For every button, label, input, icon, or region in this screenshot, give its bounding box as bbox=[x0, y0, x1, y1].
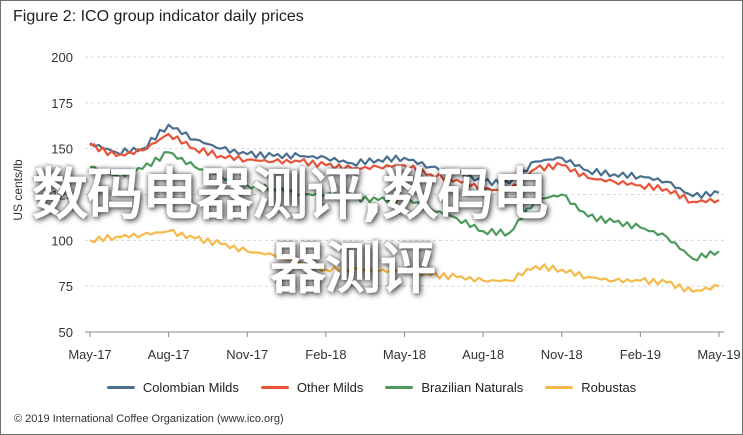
legend-item-robustas: Robustas bbox=[545, 380, 636, 395]
x-tick-label: May-17 bbox=[68, 347, 111, 362]
y-tick-label: 200 bbox=[51, 50, 73, 65]
x-tick-label: Aug-17 bbox=[148, 347, 190, 362]
legend-label: Colombian Milds bbox=[142, 380, 239, 395]
legend-item-other-milds: Other Milds bbox=[260, 380, 364, 395]
series-line-other-milds bbox=[89, 132, 720, 204]
legend-swatch bbox=[260, 386, 289, 389]
legend: Colombian Milds Other Milds Brazilian Natu… bbox=[0, 380, 743, 395]
y-tick-labels: 50 75 100 125 150 175 200 bbox=[51, 50, 73, 340]
legend-label: Other Milds bbox=[296, 380, 364, 395]
y-tick-label: 150 bbox=[51, 142, 73, 157]
y-tick-label: 100 bbox=[51, 233, 73, 248]
x-tick-label: Feb-19 bbox=[620, 347, 661, 362]
x-tick-label: May-18 bbox=[383, 347, 426, 362]
y-tick-label: 175 bbox=[51, 96, 73, 111]
series-line-robustas bbox=[89, 228, 720, 293]
legend-item-brazilian-naturals: Brazilian Naturals bbox=[385, 380, 523, 395]
y-tick-label: 50 bbox=[59, 325, 73, 340]
x-tick-labels: May-17 Aug-17 Nov-17 Feb-18 May-18 Aug-18 Nov-… bbox=[68, 332, 741, 362]
legend-swatch bbox=[385, 386, 414, 389]
legend-label: Robustas bbox=[581, 380, 637, 395]
y-tick-label: 125 bbox=[51, 188, 73, 203]
copyright-footer: © 2019 International Coffee Organization… bbox=[14, 413, 284, 425]
legend-swatch bbox=[545, 386, 574, 389]
chart-title: Figure 2: ICO group indicator daily pric… bbox=[13, 8, 304, 25]
legend-item-colombian-milds: Colombian Milds bbox=[106, 380, 239, 395]
watermark-line-1: 数码电器测评,数码电 bbox=[32, 163, 548, 228]
legend-label: Brazilian Naturals bbox=[421, 380, 524, 395]
series-line-colombian-milds bbox=[89, 123, 720, 199]
x-tick-label: Nov-17 bbox=[226, 347, 268, 362]
series-line-brazilian-naturals bbox=[89, 151, 720, 262]
y-tick-label: 75 bbox=[59, 279, 73, 294]
series-lines bbox=[89, 123, 720, 293]
x-tick-label: Aug-18 bbox=[462, 347, 504, 362]
x-tick-label: Nov-18 bbox=[541, 347, 583, 362]
x-tick-label: Feb-18 bbox=[305, 347, 346, 362]
legend-swatch bbox=[106, 386, 135, 389]
watermark-line-2: 器测评 bbox=[270, 237, 436, 302]
x-tick-label: May-19 bbox=[697, 347, 740, 362]
